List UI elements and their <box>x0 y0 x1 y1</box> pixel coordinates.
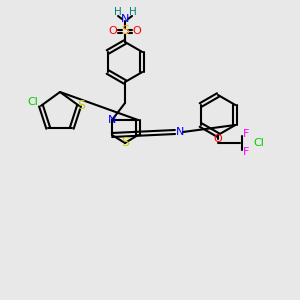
Text: H: H <box>129 7 137 17</box>
Text: N: N <box>121 14 129 24</box>
Text: Cl: Cl <box>28 97 38 107</box>
Text: Cl: Cl <box>253 138 264 148</box>
Text: S: S <box>77 99 85 112</box>
Text: O: O <box>109 26 117 36</box>
Text: F: F <box>243 129 249 139</box>
Text: O: O <box>133 26 141 36</box>
Text: N: N <box>108 115 116 125</box>
Text: F: F <box>243 147 249 157</box>
Text: S: S <box>121 25 129 38</box>
Text: N: N <box>176 127 184 137</box>
Text: H: H <box>114 7 122 17</box>
Text: S: S <box>121 136 129 149</box>
Text: O: O <box>214 134 222 144</box>
